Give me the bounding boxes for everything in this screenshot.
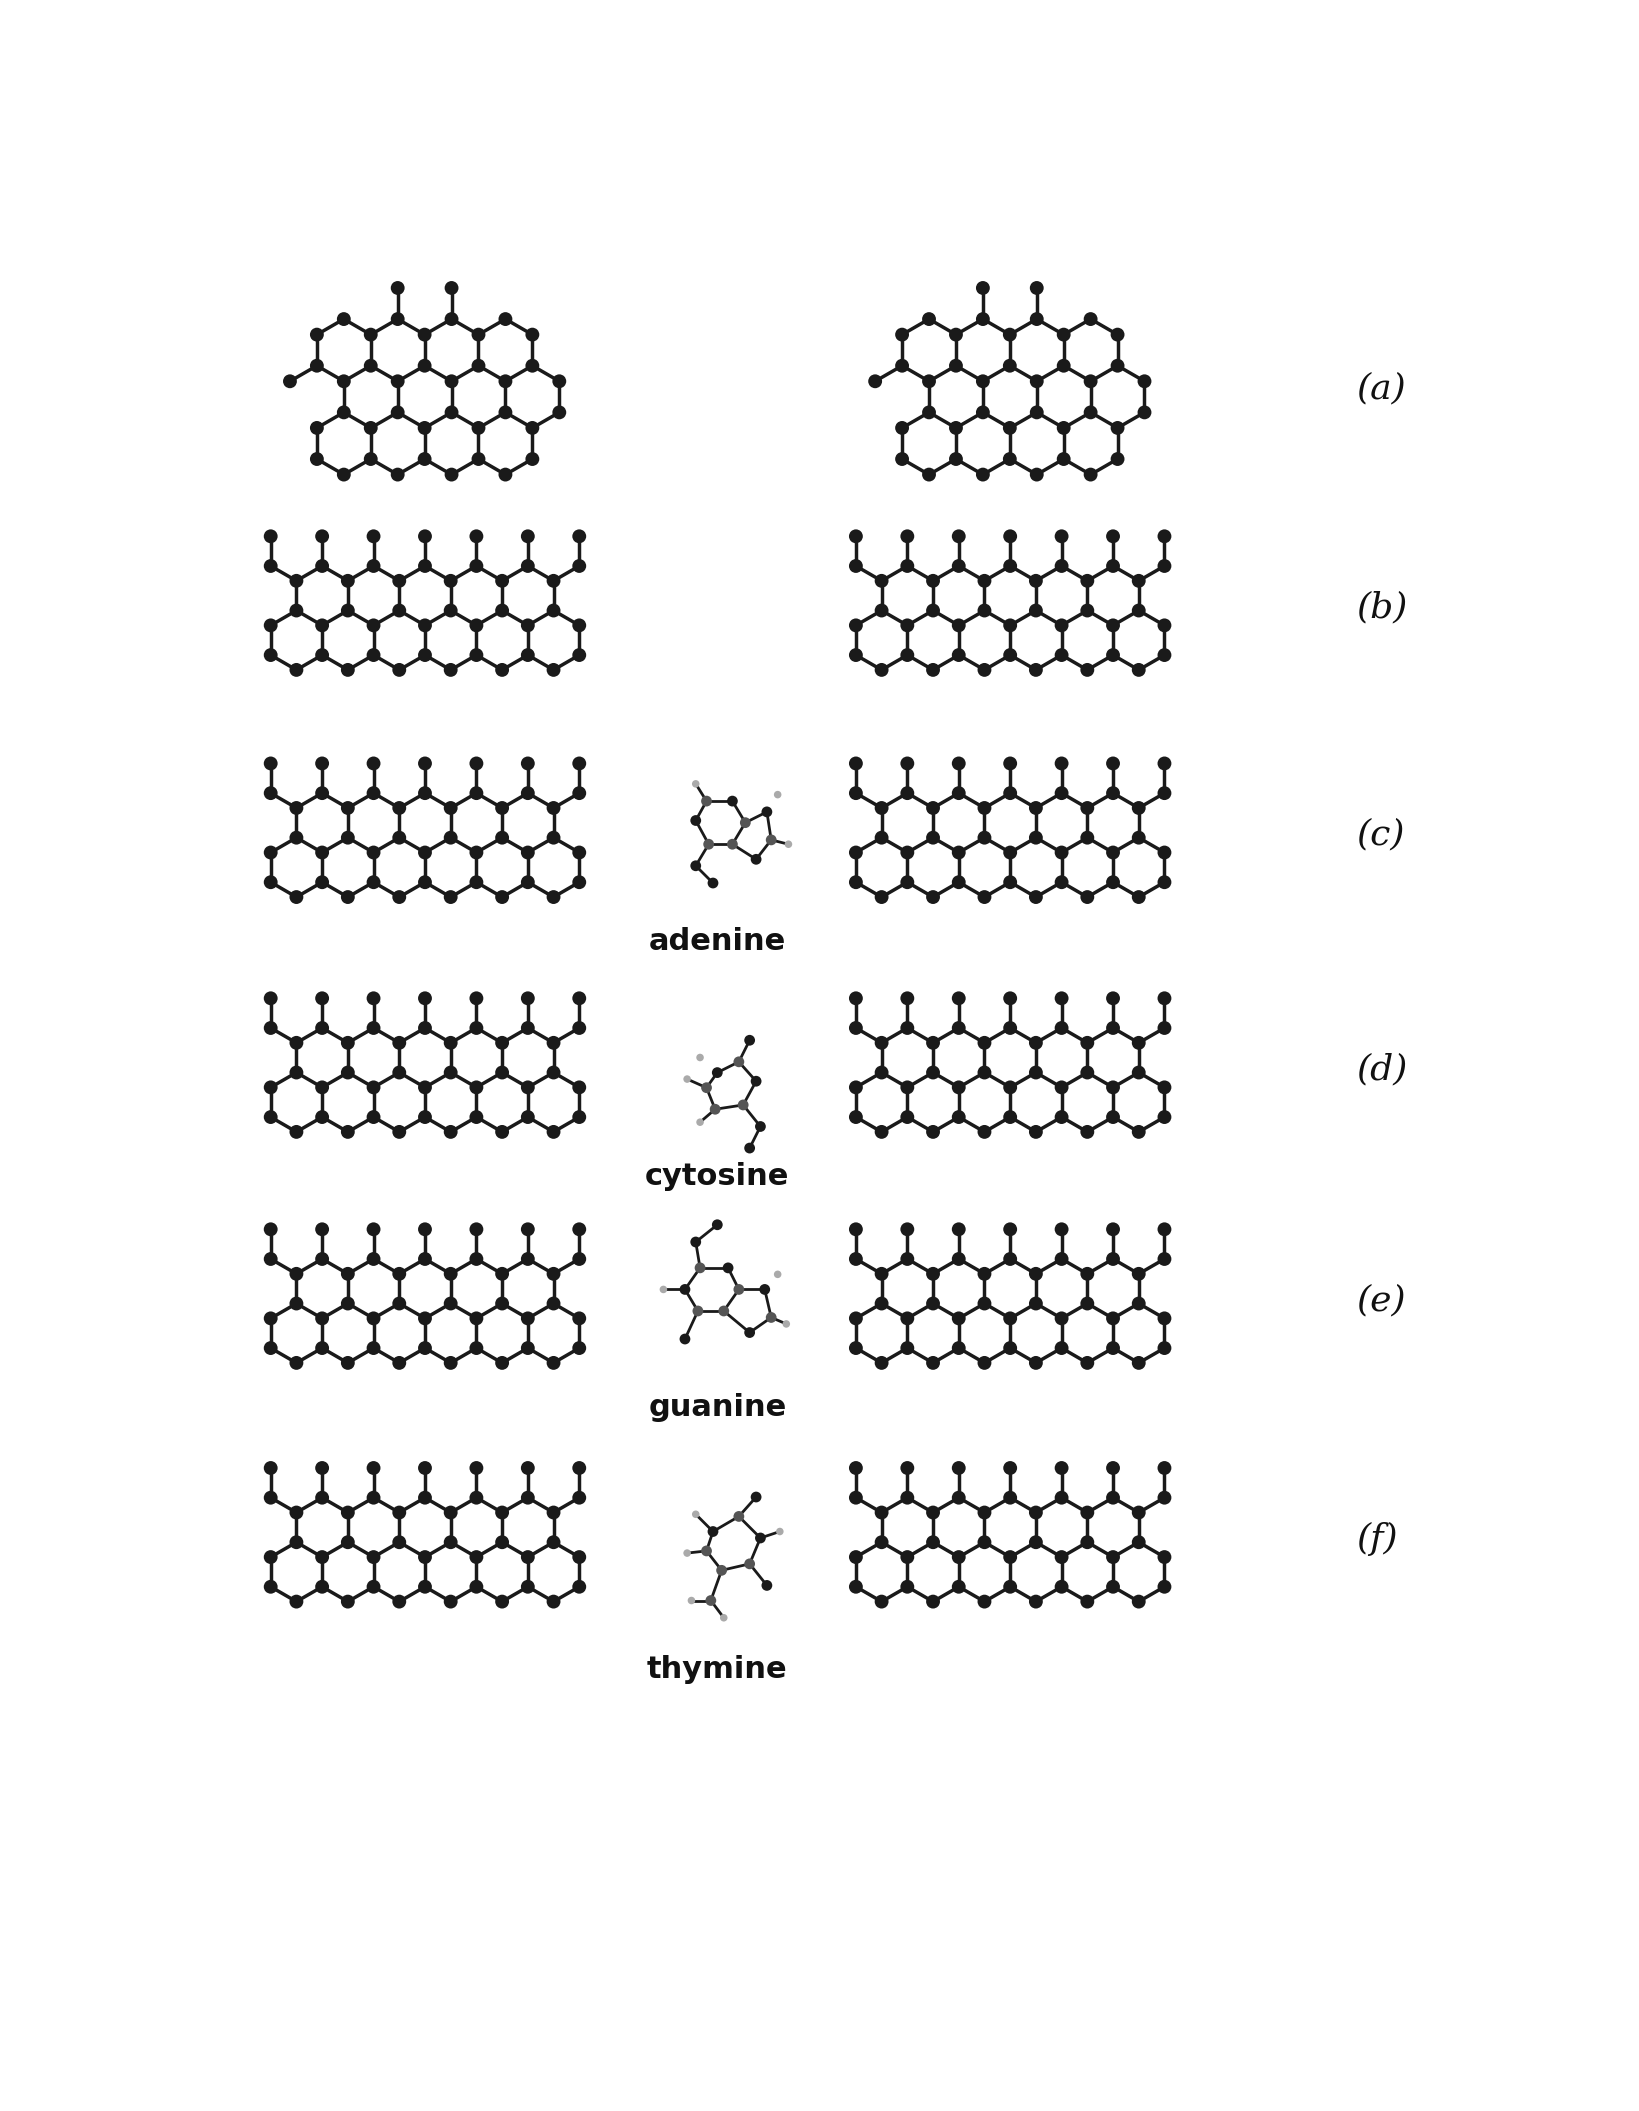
Circle shape [751, 855, 760, 866]
Circle shape [679, 1334, 690, 1345]
Circle shape [706, 1526, 718, 1537]
Circle shape [744, 1034, 754, 1045]
Circle shape [703, 838, 713, 849]
Text: thymine: thymine [647, 1655, 787, 1685]
Text: cytosine: cytosine [644, 1161, 788, 1191]
Circle shape [733, 1511, 744, 1522]
Circle shape [733, 1056, 744, 1068]
Circle shape [659, 1286, 667, 1294]
Text: (c): (c) [1355, 817, 1405, 851]
Circle shape [754, 1533, 765, 1543]
Circle shape [679, 1283, 690, 1294]
Circle shape [711, 1068, 723, 1079]
Circle shape [701, 796, 711, 806]
Circle shape [774, 1271, 780, 1277]
Circle shape [710, 1104, 720, 1115]
Circle shape [782, 1319, 790, 1328]
Text: (f): (f) [1355, 1522, 1396, 1556]
Circle shape [765, 834, 777, 844]
Circle shape [733, 1283, 744, 1294]
Circle shape [754, 1121, 765, 1131]
Circle shape [760, 806, 772, 817]
Circle shape [720, 1615, 728, 1621]
Text: guanine: guanine [647, 1393, 787, 1423]
Circle shape [706, 878, 718, 889]
Circle shape [744, 1142, 754, 1153]
Circle shape [695, 1262, 705, 1273]
Circle shape [701, 1545, 711, 1556]
Circle shape [726, 838, 738, 849]
Text: (a): (a) [1355, 372, 1405, 405]
Circle shape [751, 1492, 760, 1503]
Circle shape [774, 792, 780, 798]
Circle shape [718, 1305, 729, 1317]
Circle shape [690, 815, 701, 825]
Circle shape [716, 1564, 726, 1575]
Circle shape [705, 1596, 716, 1606]
Circle shape [744, 1558, 754, 1568]
Circle shape [759, 1283, 770, 1294]
Circle shape [744, 1328, 754, 1338]
Circle shape [711, 1220, 723, 1231]
Circle shape [738, 1100, 747, 1110]
Text: (b): (b) [1355, 591, 1406, 625]
Circle shape [765, 1313, 777, 1324]
Circle shape [697, 1053, 703, 1062]
Circle shape [760, 1579, 772, 1592]
Circle shape [683, 1549, 690, 1556]
Circle shape [701, 1083, 711, 1093]
Circle shape [775, 1528, 783, 1535]
Circle shape [692, 1305, 703, 1317]
Circle shape [739, 817, 751, 828]
Circle shape [783, 840, 792, 849]
Text: adenine: adenine [649, 927, 785, 956]
Circle shape [692, 1511, 700, 1518]
Circle shape [692, 781, 700, 787]
Circle shape [683, 1074, 690, 1083]
Text: (e): (e) [1355, 1283, 1405, 1317]
Text: (d): (d) [1355, 1053, 1406, 1087]
Circle shape [726, 796, 738, 806]
Circle shape [751, 1077, 760, 1087]
Circle shape [723, 1262, 733, 1273]
Circle shape [690, 861, 701, 872]
Circle shape [690, 1237, 701, 1248]
Circle shape [687, 1596, 695, 1604]
Circle shape [697, 1119, 703, 1125]
